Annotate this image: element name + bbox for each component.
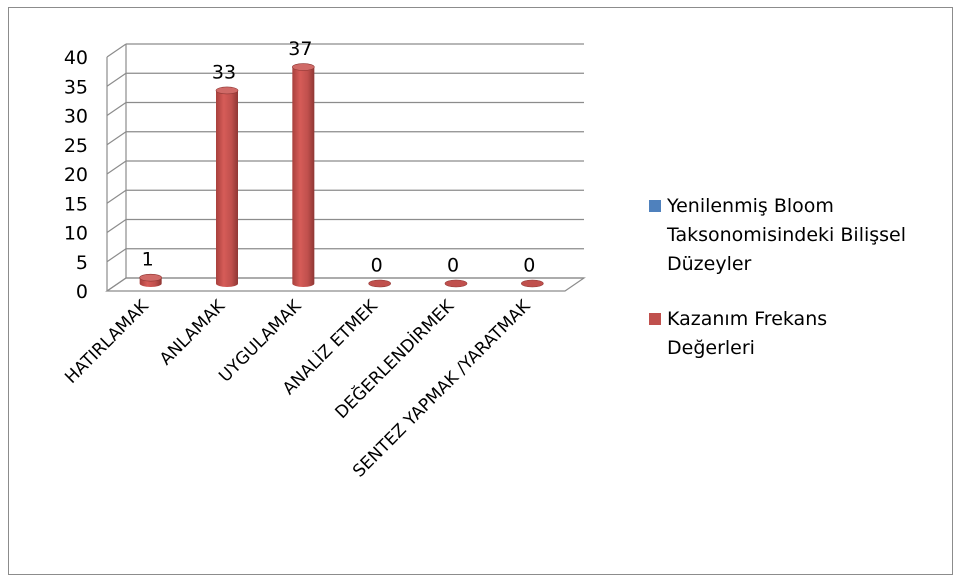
bar-top [292,63,315,71]
legend-label: Değerleri [667,337,755,359]
bar-body [292,67,315,287]
data-label: 33 [212,61,236,83]
x-category-label: ANLAMAK [156,296,230,370]
bar-top [215,86,239,95]
data-label: 1 [142,249,154,271]
data-label: 37 [288,38,312,60]
y-tick-label: 30 [64,106,88,128]
y-tick-label: 20 [64,164,88,186]
side-wall-line [106,43,127,58]
bar-top [139,273,162,282]
y-tick-label: 0 [76,281,88,303]
side-wall-line [106,131,127,146]
x-category-label: HATIRLAMAK [61,296,153,388]
bar-body [216,90,238,287]
side-wall-line [106,72,127,87]
y-tick-label: 15 [64,193,88,215]
legend-label: Taksonomisindeki Bilişsel [666,224,906,246]
legend-label: Yenilenmiş Bloom [666,195,834,217]
y-tick-label: 40 [64,47,88,69]
legend-label: Kazanım Frekans [667,308,827,330]
legend-swatch [649,313,661,325]
side-wall-line [106,219,127,233]
data-label: 0 [371,255,383,277]
side-wall-line [106,102,127,116]
y-tick-label: 25 [64,135,88,157]
bar-top [444,279,468,288]
side-wall-line [106,160,127,175]
y-tick-label: 5 [76,252,88,274]
bar-top [368,279,391,288]
y-tick-label: 10 [64,223,88,245]
data-label: 0 [523,255,535,277]
bar-top [521,279,544,288]
side-wall-line [106,189,127,204]
side-wall-line [106,248,127,263]
floor [105,277,586,292]
data-label: 0 [447,255,459,277]
legend-label: Düzeyler [667,253,752,275]
y-tick-label: 35 [64,76,88,98]
legend-swatch [649,200,661,212]
